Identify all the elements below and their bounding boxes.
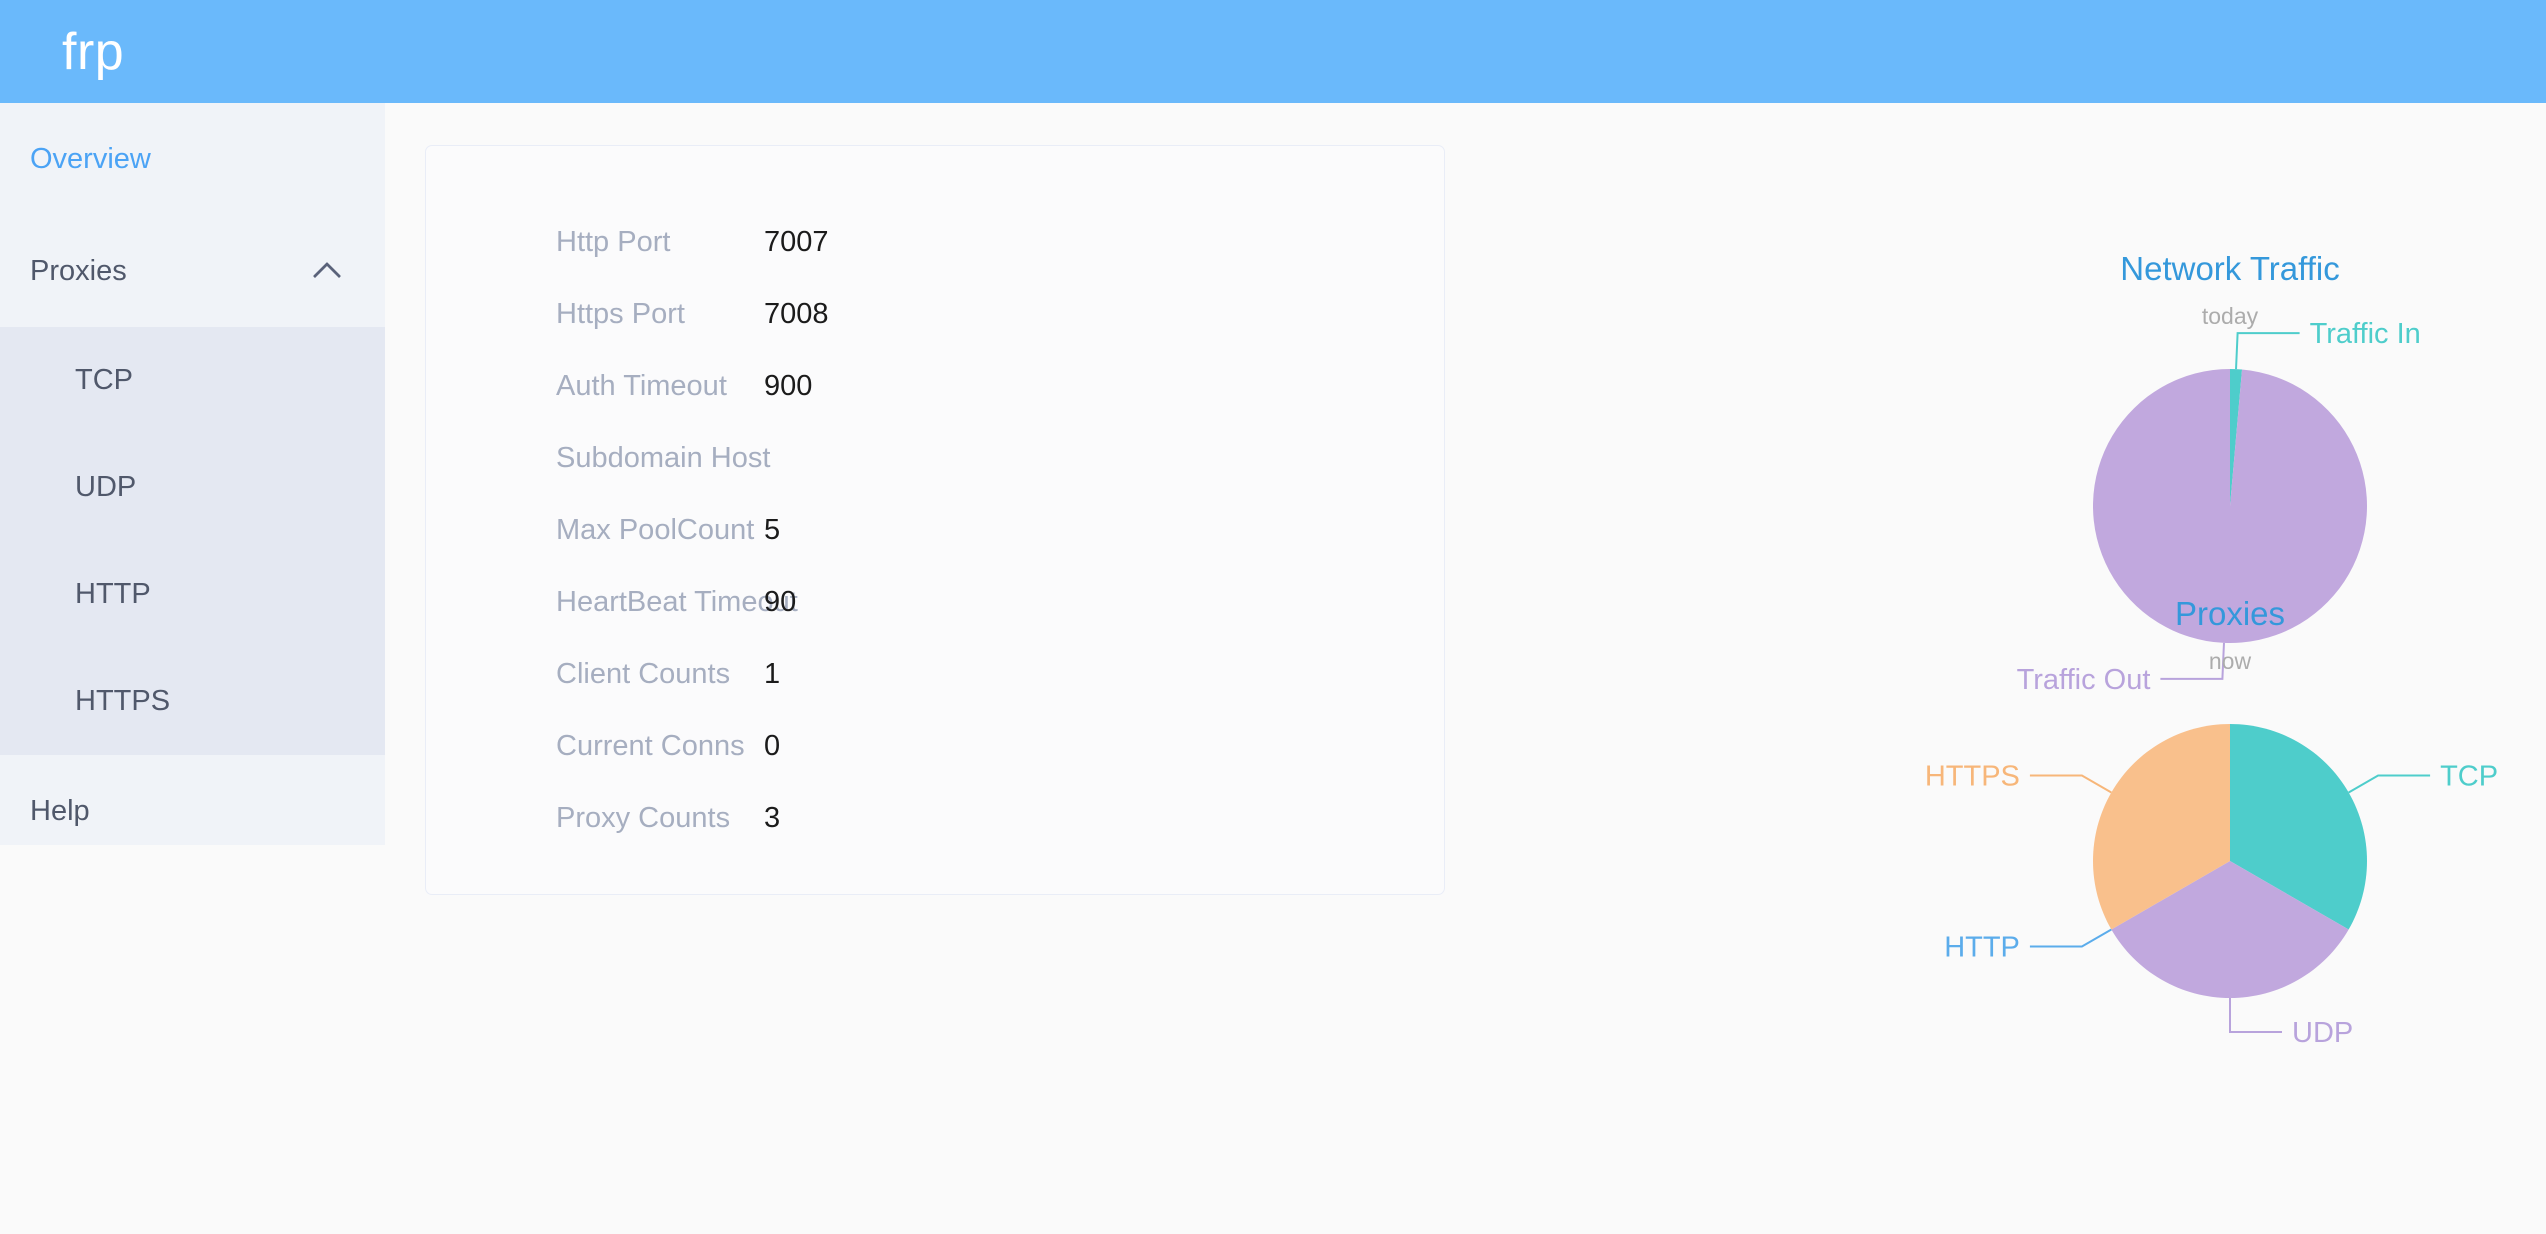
info-label: Subdomain Host xyxy=(556,441,771,474)
table-row: Subdomain Host xyxy=(426,422,1444,494)
pie-label-traffic-out: Traffic Out xyxy=(2017,664,2151,696)
pie-label-tcp: TCP xyxy=(2440,761,2498,793)
info-label: Auth Timeout xyxy=(556,369,727,402)
pie-leader-line-udp xyxy=(2229,998,2282,1034)
table-row: HeartBeat Timeout 90 xyxy=(426,566,1444,638)
pie-label-traffic-in: Traffic In xyxy=(2310,318,2421,350)
info-label: Https Port xyxy=(556,297,685,330)
proxies-title: Proxies xyxy=(2174,595,2286,632)
network-traffic-chart: Network Traffic today Traffic In Traffic … xyxy=(1850,249,2546,696)
sidebar-group-proxies-label: Proxies xyxy=(30,254,127,287)
server-info-card: Http Port 7007 Https Port 7008 Auth Timeout 9… xyxy=(425,145,1445,895)
info-label: HeartBeat Timeout xyxy=(556,585,798,618)
info-label: Client Counts xyxy=(556,657,731,690)
sidebar-item-tcp-label: TCP xyxy=(75,364,133,396)
pie-leader-line-tcp xyxy=(2348,774,2431,794)
pie-label-http: HTTP xyxy=(1944,932,2020,964)
chevron-up-icon[interactable] xyxy=(314,258,340,284)
sidebar-item-https-label: HTTPS xyxy=(75,685,171,717)
proxies-subtitle: now xyxy=(2208,647,2252,674)
proxies-pie-svg: TCP UDP HTTP HTTPS xyxy=(1925,724,2498,1049)
app-header: frp xyxy=(0,0,2546,103)
pie-slice-traffic-out[interactable] xyxy=(2093,369,2367,644)
network-traffic-pie-svg: Traffic In Traffic Out xyxy=(2017,318,2421,696)
info-value: 90 xyxy=(764,585,797,618)
sidebar-item-overview-label: Overview xyxy=(30,142,151,175)
pie-slice-udp[interactable] xyxy=(2111,861,2349,999)
table-row: Http Port 7007 xyxy=(426,206,1444,278)
pie-label-udp: UDP xyxy=(2292,1017,2353,1049)
proxies-chart: Proxies now TCP UDP HTTP HTTPS xyxy=(1850,594,2546,1049)
sidebar: Overview Proxies TCP UDP HTTP HTTPS Help xyxy=(0,103,385,845)
table-row: Proxy Counts 3 xyxy=(426,782,1444,854)
info-label: Current Conns xyxy=(556,729,745,762)
sidebar-item-overview[interactable]: Overview xyxy=(0,103,385,215)
info-value: 3 xyxy=(764,801,781,834)
sidebar-item-http[interactable]: HTTP xyxy=(0,541,385,648)
sidebar-item-udp-label: UDP xyxy=(75,471,137,503)
info-value: 7007 xyxy=(764,225,829,258)
info-label: Http Port xyxy=(556,225,671,258)
sidebar-item-http-label: HTTP xyxy=(75,578,151,610)
sidebar-item-help-label: Help xyxy=(30,794,90,827)
sidebar-submenu-proxies: TCP UDP HTTP HTTPS xyxy=(0,327,385,755)
info-label: Max PoolCount xyxy=(556,513,755,546)
info-value: 900 xyxy=(764,369,813,402)
network-traffic-title: Network Traffic xyxy=(2120,250,2340,287)
sidebar-item-https[interactable]: HTTPS xyxy=(0,648,385,755)
sidebar-item-udp[interactable]: UDP xyxy=(0,434,385,541)
proxies-pie[interactable]: TCP UDP HTTP HTTPS xyxy=(1850,681,2546,1049)
info-value: 0 xyxy=(764,729,781,762)
pie-label-https: HTTPS xyxy=(1925,761,2020,793)
network-traffic-pie[interactable]: Traffic In Traffic Out xyxy=(1850,318,2546,696)
table-row: Client Counts 1 xyxy=(426,638,1444,710)
info-label: Proxy Counts xyxy=(556,801,731,834)
table-row: Https Port 7008 xyxy=(426,278,1444,350)
pie-leader-line-http xyxy=(2029,928,2112,948)
sidebar-item-help[interactable]: Help xyxy=(0,755,385,867)
pie-slice-traffic-in[interactable] xyxy=(2230,369,2243,507)
info-value: 7008 xyxy=(764,297,829,330)
sidebar-group-proxies[interactable]: Proxies xyxy=(0,215,385,327)
table-row: Auth Timeout 900 xyxy=(426,350,1444,422)
pie-leader-line-https xyxy=(2029,774,2112,794)
pie-leader-line-traffic-out xyxy=(2160,643,2225,681)
pie-slice-https[interactable] xyxy=(2093,724,2230,930)
info-value: 5 xyxy=(764,513,781,546)
pie-slice-tcp[interactable] xyxy=(2230,724,2367,930)
main-content: Http Port 7007 Https Port 7008 Auth Timeout 9… xyxy=(385,103,2546,1234)
pie-leader-line-traffic-in xyxy=(2235,332,2300,370)
server-info-table: Http Port 7007 Https Port 7008 Auth Timeout 9… xyxy=(426,206,1444,854)
network-traffic-subtitle: today xyxy=(2201,302,2259,329)
app-logo: frp xyxy=(62,22,125,81)
sidebar-item-tcp[interactable]: TCP xyxy=(0,327,385,434)
table-row: Max PoolCount 5 xyxy=(426,494,1444,566)
table-row: Current Conns 0 xyxy=(426,710,1444,782)
info-value: 1 xyxy=(764,657,781,690)
